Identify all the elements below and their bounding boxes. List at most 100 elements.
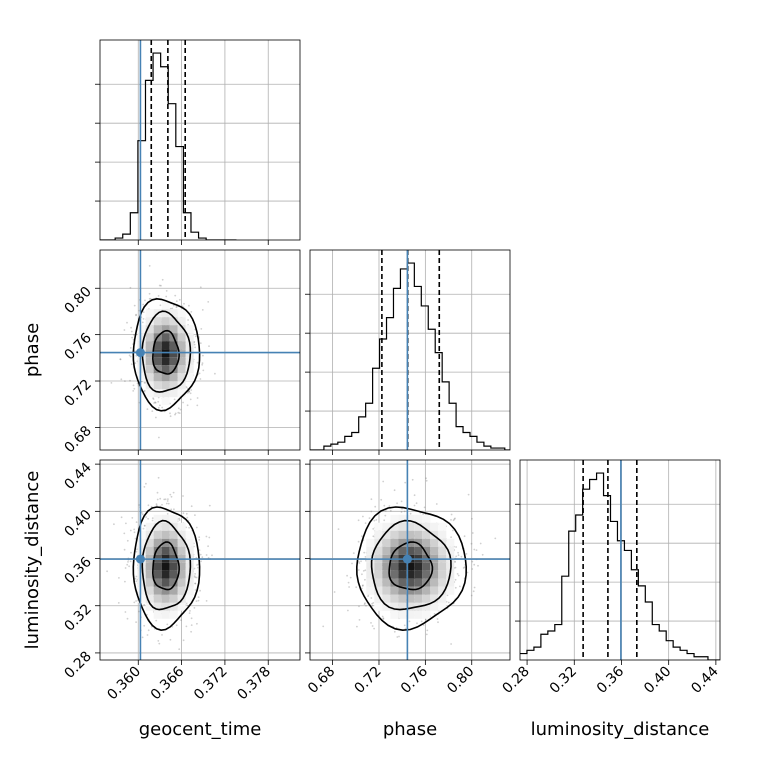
density-cell <box>366 562 375 571</box>
sample-point <box>363 603 366 606</box>
sample-point <box>190 624 193 626</box>
density-cell <box>414 570 423 579</box>
sample-point <box>151 517 154 519</box>
sample-point <box>169 415 172 418</box>
sample-point <box>470 542 473 545</box>
density-cell <box>137 546 146 555</box>
sample-point <box>197 566 199 569</box>
x-tick-label: 0.360 <box>104 664 144 704</box>
density-cell <box>145 522 154 531</box>
sample-point <box>130 363 133 366</box>
y-tick-label: 0.80 <box>61 284 94 317</box>
density-cell <box>390 538 399 547</box>
sample-point <box>129 347 132 349</box>
sample-point <box>454 566 457 569</box>
density-cell <box>169 514 178 523</box>
sample-point <box>373 627 375 630</box>
sample-point <box>178 517 181 520</box>
density-cell <box>161 530 170 539</box>
density-cell <box>137 365 146 374</box>
x-tick-label: 0.44 <box>688 663 721 696</box>
sample-point <box>380 498 383 501</box>
density-cell <box>414 594 423 603</box>
sample-point <box>131 517 134 519</box>
sample-point <box>123 329 126 331</box>
density-cell <box>161 546 170 555</box>
sample-point <box>165 295 168 298</box>
sample-point <box>356 625 358 628</box>
density-cell <box>169 562 178 571</box>
sample-point <box>198 536 201 539</box>
density-cell <box>145 389 154 398</box>
sample-point <box>194 335 197 338</box>
density-cell <box>177 341 186 350</box>
density-cell <box>414 562 423 571</box>
sample-point <box>119 358 122 361</box>
density-cell <box>406 522 415 531</box>
x-axis-label-geocent_time: geocent_time <box>139 719 262 740</box>
density-cell <box>169 341 178 350</box>
sample-point <box>400 500 403 503</box>
panel-frame <box>309 459 511 661</box>
sample-point <box>178 298 181 301</box>
panel-frame <box>99 39 301 241</box>
sample-point <box>190 311 193 313</box>
density-cell <box>406 514 415 523</box>
sample-point <box>178 412 181 414</box>
density-cell <box>177 530 186 539</box>
panel-frame <box>99 249 301 451</box>
sample-point <box>372 602 375 604</box>
density-cell <box>137 341 146 350</box>
sample-point <box>178 648 181 651</box>
sample-point <box>182 495 184 497</box>
sample-point <box>143 524 146 527</box>
sample-point <box>360 560 362 563</box>
sample-point <box>364 556 367 558</box>
sample-point <box>146 408 149 410</box>
sample-point <box>411 478 414 481</box>
sample-point <box>383 504 386 507</box>
sample-point <box>129 379 131 382</box>
sample-point <box>195 556 198 559</box>
density-cell <box>145 578 154 587</box>
sample-point <box>211 554 213 557</box>
density-cell <box>145 333 154 342</box>
density-cell <box>382 546 391 555</box>
sample-point <box>462 567 465 569</box>
sample-point <box>361 585 364 587</box>
density-cell <box>177 602 186 611</box>
panel-geocent_time-vs-luminosity_distance: 0.360 0.366 0.372 0.378 0.28 0.32 0.36 0.40 0.44 <box>61 460 301 704</box>
density-cell <box>390 610 399 619</box>
sample-point <box>174 413 176 416</box>
sample-point <box>454 517 456 520</box>
sample-point <box>467 493 470 496</box>
density-cell <box>145 538 154 547</box>
density-cell <box>161 586 170 595</box>
sample-point <box>144 389 146 392</box>
sample-point <box>199 342 202 344</box>
density-cell <box>185 530 194 539</box>
sample-point <box>158 436 160 439</box>
sample-point <box>135 550 138 553</box>
density-cell <box>161 309 170 318</box>
sample-point <box>436 618 439 620</box>
sample-point <box>126 617 129 620</box>
sample-point <box>136 382 139 385</box>
sample-point <box>196 404 199 407</box>
sample-point <box>174 294 177 297</box>
density-cell <box>153 389 162 398</box>
sample-point <box>155 416 157 419</box>
density-cell <box>177 317 186 326</box>
sample-point <box>129 286 132 289</box>
density-cell <box>161 578 170 587</box>
y-axis-label-luminosity_distance: luminosity_distance <box>22 471 43 650</box>
sample-point <box>133 601 136 604</box>
density-cell <box>422 530 431 539</box>
density-cell <box>161 325 170 334</box>
density-cell <box>390 522 399 531</box>
sample-point <box>208 536 211 539</box>
sample-point <box>384 510 387 512</box>
density-cell <box>177 586 186 595</box>
sample-point <box>193 607 196 609</box>
